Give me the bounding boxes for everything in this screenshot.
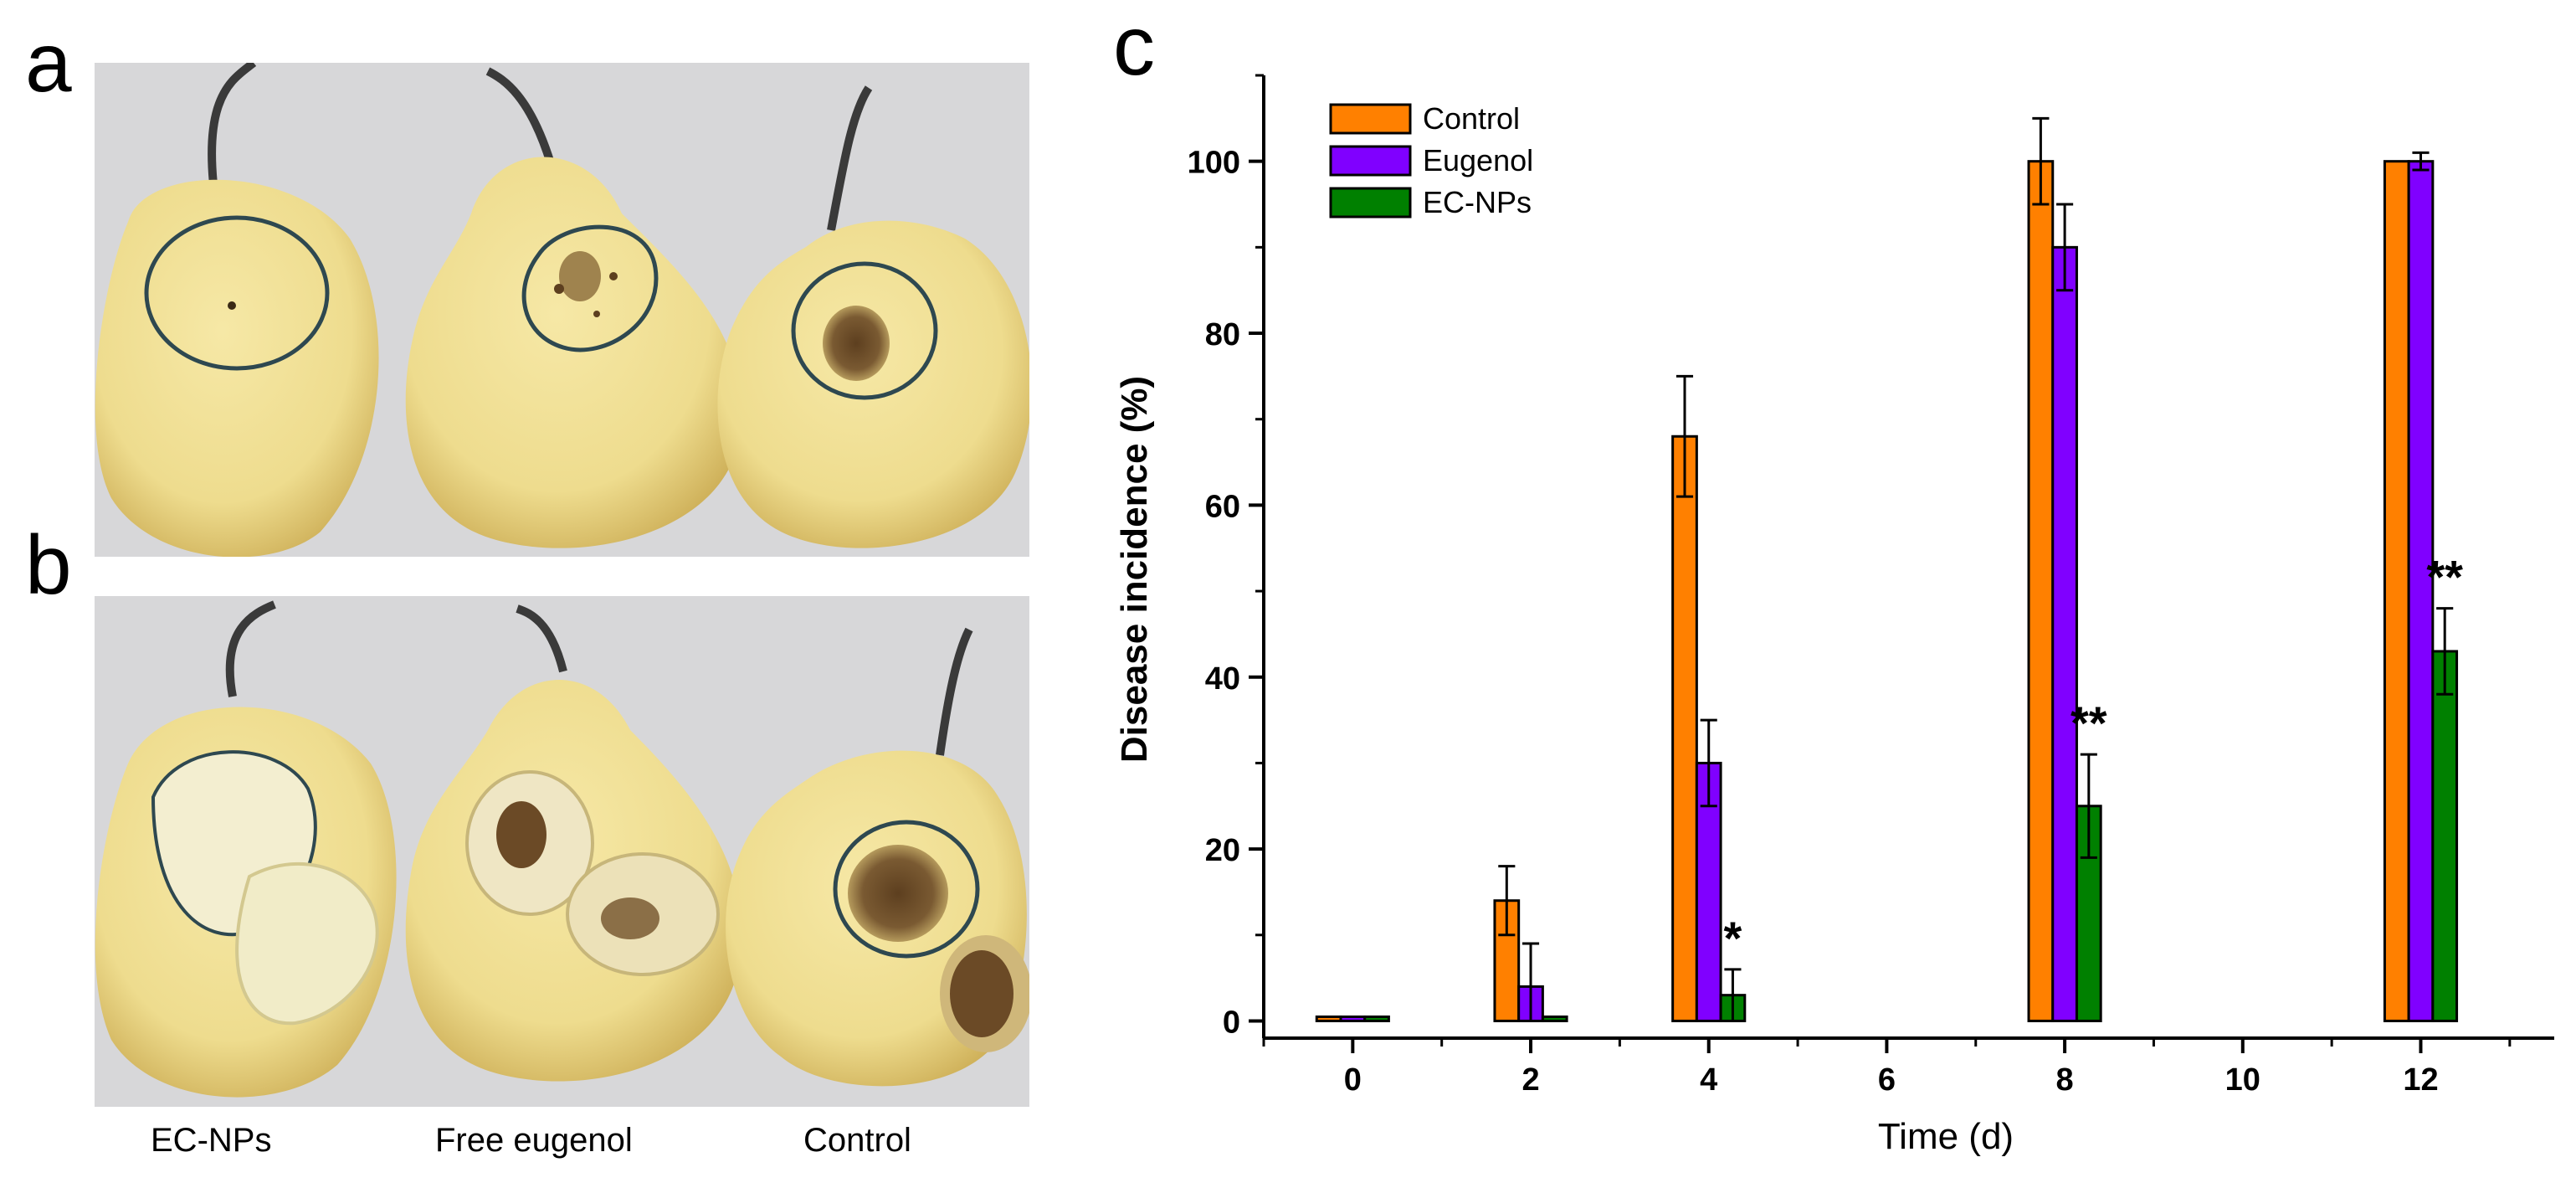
x-tick-label: 10 [2225,1062,2260,1098]
legend-swatch-control [1329,103,1412,135]
pear-eugenol-cut [405,604,742,1082]
significance-marker: ** [2071,697,2107,749]
y-tick-label: 60 [1205,489,1240,524]
x-tick-label: 8 [2056,1062,2074,1098]
pear-ecnps-cut [95,600,397,1098]
y-axis-title: Disease incidence (%) [1114,376,1155,763]
chart-legend: Control Eugenol EC-NPs [1329,101,1533,219]
pear-control-cut [726,627,1029,1087]
y-tick-label: 20 [1205,833,1240,868]
legend-swatch-eugenol [1329,145,1412,177]
y-tick-label: 0 [1223,1005,1240,1040]
bar-control-12 [2383,160,2410,1022]
bar-control-4 [1671,435,1698,1022]
y-tick-label: 100 [1188,146,1240,181]
significance-marker: ** [2426,551,2463,604]
x-tick-label: 0 [1344,1062,1362,1098]
photo-whole-pears [95,63,1029,557]
bar-control-8 [2027,160,2055,1022]
photo-cut-pears [95,596,1029,1107]
bar-eugenol-8 [2051,245,2078,1022]
significance-marker: * [1724,912,1742,964]
pear-eugenol-whole [405,67,741,548]
x-tick-label: 12 [2403,1062,2438,1098]
legend-label-control: Control [1423,101,1520,136]
chart-annotations: ***** [1724,551,2464,964]
bar-ec-nps-0 [1363,1015,1390,1022]
bar-control-0 [1315,1015,1342,1022]
x-tick-label: 2 [1521,1062,1539,1098]
chart-bars [1315,160,2459,1022]
caption-free-eugenol: Free eugenol [435,1122,633,1159]
legend-label-ec-nps: EC-NPs [1423,185,1532,219]
chart-axes: 0 20 40 60 80 100 0 2 4 6 8 10 12 [1188,74,2554,1098]
panel-label-c: c [1113,0,1155,93]
bar-ec-nps-12 [2431,650,2459,1022]
pear-ecnps-whole [95,63,379,557]
chart-error-bars [1498,116,2454,1022]
caption-ecnps: EC-NPs [151,1122,272,1159]
legend-swatch-ec-nps [1329,187,1412,219]
legend-label-eugenol: Eugenol [1423,143,1533,177]
bar-eugenol-0 [1339,1015,1367,1022]
caption-control: Control [803,1122,911,1159]
panel-label-a: a [25,16,72,110]
x-axis-title: Time (d) [1878,1116,2014,1157]
y-tick-label: 40 [1205,661,1240,697]
y-tick-label: 80 [1205,317,1240,352]
bar-eugenol-12 [2407,160,2435,1022]
pear-control-whole [717,85,1029,548]
x-tick-label: 4 [1700,1062,1717,1098]
bar-ec-nps-2 [1541,1015,1568,1022]
panel-label-b: b [25,518,72,612]
x-tick-label: 6 [1878,1062,1896,1098]
